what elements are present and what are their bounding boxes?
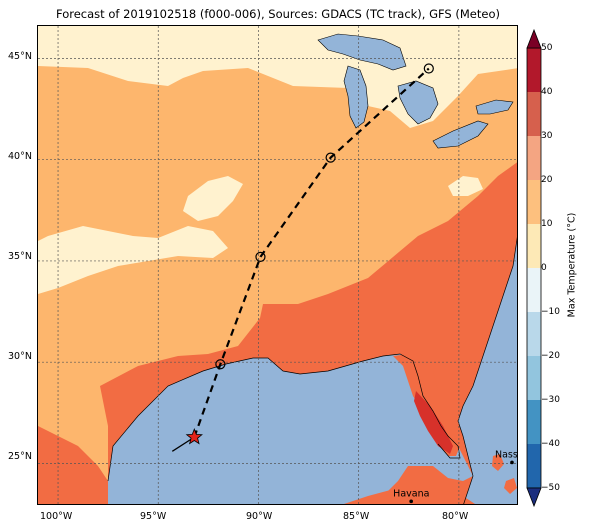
colorbar-band xyxy=(527,48,541,93)
atlantic-water xyxy=(458,239,517,504)
lake-erie xyxy=(432,120,489,149)
colorbar-tick-label: 30 xyxy=(541,131,553,141)
colorbar-band xyxy=(527,312,541,357)
y-tick-label: 30°N xyxy=(8,351,32,362)
lake-superior xyxy=(317,33,407,71)
colorbar-tick-label: −20 xyxy=(541,351,560,361)
x-tick-label: 85°W xyxy=(343,511,370,522)
colorbar-band xyxy=(527,400,541,445)
colorbar-tick-label: 0 xyxy=(541,263,547,273)
colorbar-tick-label: 20 xyxy=(541,175,553,185)
land-cool-patch xyxy=(448,176,483,196)
city-label: Nassau xyxy=(495,449,518,460)
colorbar-title: Max Temperature (°C) xyxy=(566,212,578,318)
colorbar-band xyxy=(527,444,541,489)
city-label: Havana xyxy=(393,488,429,499)
colorbar-tick-label: −50 xyxy=(541,483,560,493)
gulf-water xyxy=(108,354,473,504)
land-cool-patch xyxy=(183,176,243,221)
colorbar-band xyxy=(527,92,541,137)
colorbar-tick-label: 10 xyxy=(541,219,553,229)
forecast-position-marker xyxy=(215,359,226,370)
colorbar-tick-label: 50 xyxy=(541,43,553,53)
colorbar-band xyxy=(527,268,541,313)
x-tick-label: 100°W xyxy=(40,511,73,522)
forecast-position-marker xyxy=(325,152,336,163)
colorbar-tick-label: −40 xyxy=(541,439,560,449)
coastline xyxy=(457,236,517,504)
x-tick-label: 95°W xyxy=(140,511,167,522)
place-markers: Havana Nassau xyxy=(393,449,518,504)
y-tick-label: 35°N xyxy=(8,251,32,262)
current-position-star xyxy=(185,427,203,445)
colorbar-band xyxy=(527,356,541,401)
y-tick-label: 40°N xyxy=(8,151,32,162)
y-tick-label: 25°N xyxy=(8,451,32,462)
city-dot xyxy=(409,499,413,504)
island-land xyxy=(504,478,517,494)
colorbar-max-arrow xyxy=(526,28,542,49)
colorbar-band xyxy=(527,136,541,181)
forecast-position-marker xyxy=(423,63,434,74)
track-forecast-line xyxy=(193,67,430,438)
forecast-position-marker xyxy=(255,251,266,262)
coastline xyxy=(107,353,461,482)
map-title: Forecast of 2019102518 (f000-006), Sourc… xyxy=(56,7,500,21)
cuba-land xyxy=(344,488,475,504)
colorbar-tick-label: −30 xyxy=(541,395,560,405)
land-cool-patch xyxy=(38,226,228,294)
map-canvas: Havana Nassau xyxy=(38,26,518,504)
map-panel: Havana Nassau xyxy=(37,25,518,505)
storm-track xyxy=(171,63,434,452)
colorbar-min-arrow xyxy=(526,487,542,508)
x-tick-label: 80°W xyxy=(442,511,469,522)
colorbar-tick-label: −10 xyxy=(541,307,560,317)
lake-michigan xyxy=(343,65,369,129)
island-land xyxy=(492,454,504,471)
colorbar xyxy=(526,28,542,508)
land-hottest-region xyxy=(414,391,453,454)
graticule xyxy=(38,26,517,504)
lake-huron xyxy=(397,80,439,125)
colorbar-band xyxy=(527,180,541,225)
lake-ontario xyxy=(475,99,514,115)
y-tick-label: 45°N xyxy=(8,51,32,62)
city-dot xyxy=(510,460,514,465)
colorbar-band xyxy=(527,224,541,269)
colorbar-tick-label: 40 xyxy=(541,87,553,97)
x-tick-label: 90°W xyxy=(246,511,273,522)
